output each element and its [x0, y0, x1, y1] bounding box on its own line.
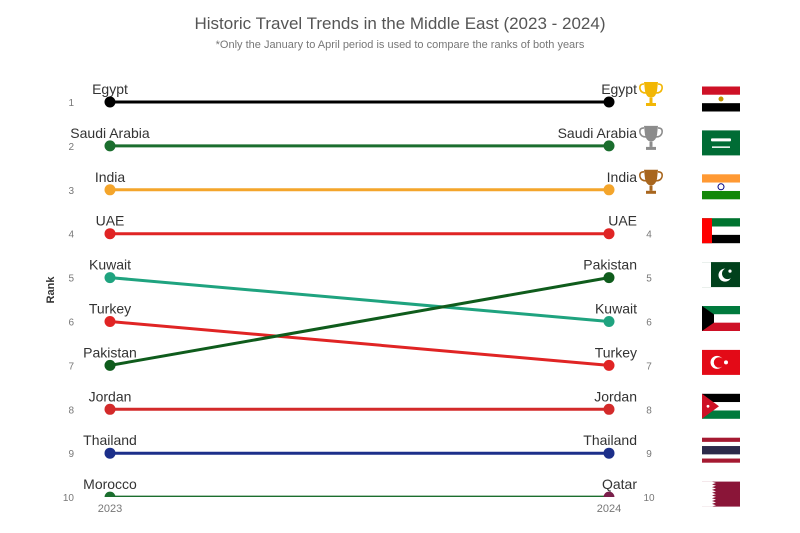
rank-tick-left: 2 [68, 142, 74, 153]
point-2023-pakistan [104, 359, 116, 371]
thailand-flag-icon [702, 437, 740, 463]
rank-tick-right: 6 [646, 318, 652, 329]
series-line-turkey [109, 320, 610, 367]
point-2023-saudi-arabia [104, 140, 116, 152]
point-2024-thailand [603, 447, 615, 459]
series-lines [104, 96, 615, 497]
point-2024-pakistan [603, 272, 615, 284]
rank-tick-left: 6 [68, 318, 74, 329]
series-line-pakistan [109, 276, 610, 367]
point-2023-morocco [104, 491, 116, 497]
rank-tick-left: 10 [63, 493, 75, 504]
saudi-arabia-flag-icon [702, 130, 740, 156]
label-2023-morocco: Morocco [83, 476, 137, 492]
bronze-trophy-icon [639, 169, 663, 194]
point-2024-turkey [603, 359, 615, 371]
india-flag-icon [702, 174, 740, 200]
rank-tick-right: 7 [646, 361, 652, 372]
rank-tick-right: 10 [643, 493, 655, 504]
rank-tick-left: 3 [68, 186, 74, 197]
label-2023-egypt: Egypt [92, 81, 128, 97]
label-2024-uae: UAE [608, 213, 637, 229]
label-2024-jordan: Jordan [594, 388, 637, 404]
kuwait-flag-icon [702, 306, 740, 331]
point-2024-india [603, 184, 615, 196]
label-2024-turkey: Turkey [595, 344, 637, 360]
label-2024-saudi-arabia: Saudi Arabia [558, 125, 638, 141]
point-2023-uae [104, 228, 116, 240]
egypt-flag-icon [702, 86, 740, 112]
label-2024-thailand: Thailand [583, 432, 637, 448]
label-2023-jordan: Jordan [89, 388, 132, 404]
jordan-flag-icon [702, 393, 740, 419]
rank-tick-left: 5 [68, 274, 74, 285]
point-2023-turkey [104, 316, 116, 327]
pakistan-flag-icon [702, 262, 740, 288]
y-axis-title: Rank [45, 276, 57, 304]
label-2023-saudi-arabia: Saudi Arabia [70, 125, 150, 141]
gold-trophy-icon [639, 82, 663, 106]
rank-tick-left: 8 [68, 405, 74, 416]
point-2023-thailand [104, 447, 116, 459]
rank-tick-left: 7 [68, 361, 74, 372]
qatar-flag-icon [702, 481, 740, 507]
point-2024-egypt [603, 96, 615, 108]
x-tick-2024: 2024 [597, 503, 621, 515]
silver-trophy-icon [639, 125, 663, 150]
point-2024-jordan [603, 403, 615, 415]
point-2024-uae [603, 228, 615, 240]
rank-tick-right: 9 [646, 449, 652, 460]
label-2023-india: India [95, 169, 126, 185]
label-2024-india: India [607, 169, 638, 185]
point-2024-saudi-arabia [603, 140, 615, 152]
label-2023-turkey: Turkey [89, 301, 131, 317]
point-2023-india [104, 184, 116, 196]
point-2023-egypt [104, 96, 116, 108]
series-labels: Egypt Egypt Saudi Arabia Saudi Arabia India I… [70, 81, 637, 492]
label-2024-egypt: Egypt [601, 81, 637, 97]
rank-tick-left: 4 [68, 230, 74, 241]
label-2024-pakistan: Pakistan [583, 257, 637, 273]
uae-flag-icon [702, 218, 740, 244]
label-2023-pakistan: Pakistan [83, 344, 137, 360]
rank-tick-left: 1 [68, 98, 74, 109]
point-2023-jordan [104, 403, 116, 415]
point-2023-kuwait [104, 272, 116, 284]
chart-title: Historic Travel Trends in the Middle Eas… [194, 14, 606, 33]
point-2024-kuwait [603, 316, 615, 327]
rank-tick-right: 5 [646, 274, 652, 285]
rank-ticks: 1 2 3 4 5 6 7 8 9 10 4 5 6 7 8 9 10 2023 2024 [63, 98, 655, 515]
x-tick-2023: 2023 [98, 503, 122, 515]
icons-column [639, 82, 740, 507]
rank-tick-right: 8 [646, 405, 652, 416]
label-2024-qatar: Qatar [602, 476, 637, 492]
label-2024-kuwait: Kuwait [595, 301, 637, 317]
label-2023-uae: UAE [96, 213, 125, 229]
label-2023-thailand: Thailand [83, 432, 137, 448]
rank-tick-left: 9 [68, 449, 74, 460]
label-2023-kuwait: Kuwait [89, 257, 131, 273]
series-line-kuwait [109, 276, 610, 323]
chart-subtitle: *Only the January to April period is use… [215, 39, 585, 51]
rank-tick-right: 4 [646, 230, 652, 241]
turkey-flag-icon [702, 349, 740, 375]
point-2024-qatar [603, 491, 615, 497]
